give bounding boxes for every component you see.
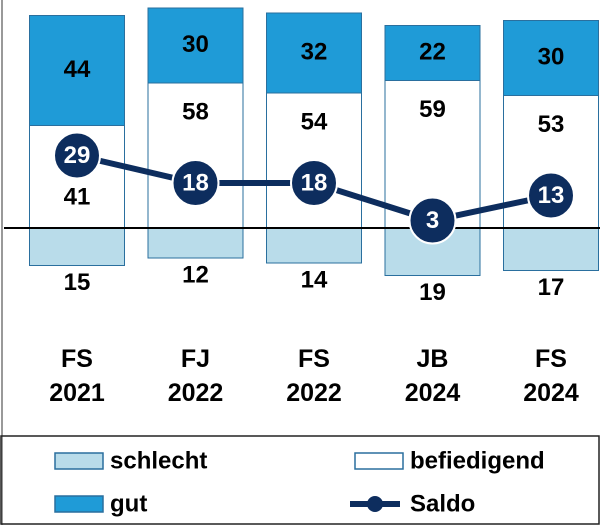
value-label: 41 <box>64 183 91 210</box>
legend-swatch <box>54 495 104 513</box>
value-label: 30 <box>538 43 565 70</box>
value-label: 15 <box>64 269 91 296</box>
value-label: 54 <box>301 108 328 135</box>
value-label: 32 <box>301 38 328 65</box>
saldo-label: 18 <box>301 169 328 196</box>
saldo-label: 13 <box>538 182 565 209</box>
legend-label: schlecht <box>110 447 207 474</box>
bar-gut <box>29 15 125 126</box>
value-label: 53 <box>538 111 565 138</box>
saldo-label: 18 <box>182 169 209 196</box>
bar-gut <box>266 12 362 94</box>
value-label: 59 <box>419 96 446 123</box>
saldo-marker <box>290 159 338 207</box>
bar-schlecht <box>29 227 125 266</box>
legend-label: Saldo <box>410 490 475 517</box>
saldo-marker <box>53 131 101 180</box>
value-label: 58 <box>182 98 209 125</box>
x-tick-label: FJ 2022 <box>167 345 224 407</box>
bar-schlecht <box>503 227 599 271</box>
bar-schlecht <box>266 227 362 264</box>
saldo-marker <box>408 196 457 245</box>
value-label: 19 <box>419 279 446 306</box>
saldo-marker <box>527 171 575 220</box>
legend-label: befiedigend <box>410 447 545 474</box>
x-tick-label: FS 2024 <box>523 345 579 407</box>
legend-label: gut <box>110 490 147 517</box>
saldo-label: 3 <box>426 207 439 234</box>
value-label: 17 <box>538 274 565 301</box>
bar-schlecht <box>147 227 244 259</box>
bar-gut <box>503 20 599 96</box>
value-label: 14 <box>301 266 328 293</box>
legend-swatch <box>367 496 383 512</box>
x-tick-label: JB 2024 <box>404 345 461 407</box>
value-label: 22 <box>419 38 446 65</box>
x-tick-label: FS 2022 <box>286 345 342 407</box>
value-label: 30 <box>182 31 209 58</box>
saldo-marker <box>171 159 220 207</box>
saldo-label: 29 <box>64 142 91 169</box>
legend-box <box>0 435 600 525</box>
bar-gut <box>384 25 481 81</box>
legend-swatch <box>54 452 104 470</box>
value-label: 12 <box>182 261 209 288</box>
value-label: 44 <box>64 56 91 83</box>
x-tick-label: FS 2021 <box>49 345 105 407</box>
legend-swatch <box>354 452 404 470</box>
bar-gut <box>147 7 244 84</box>
